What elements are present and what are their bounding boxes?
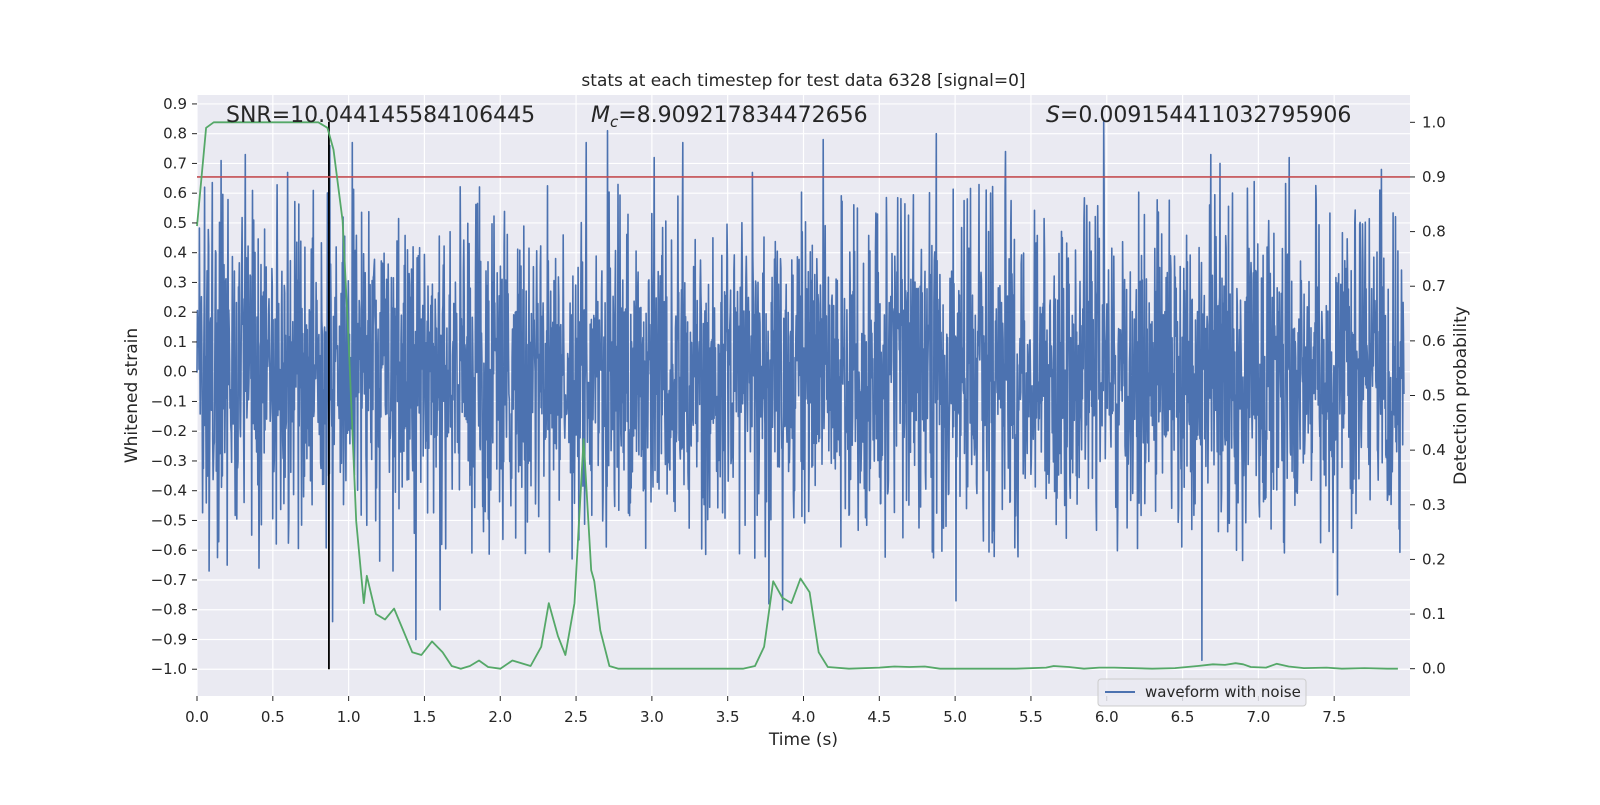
y-tick-label-left: 0.5	[163, 214, 187, 232]
y-tick-label-right: 0.9	[1422, 168, 1446, 186]
y-tick-label-left: 0.3	[163, 273, 187, 291]
x-tick-label: 6.5	[1171, 708, 1195, 726]
y-tick-label-left: −0.9	[151, 630, 187, 648]
y-tick-label-left: −0.2	[151, 422, 187, 440]
y-tick-label-right: 0.1	[1422, 605, 1446, 623]
chirp-mass-value: =8.909217834472656	[618, 103, 867, 128]
x-tick-label: 4.5	[867, 708, 891, 726]
y-tick-label-left: −0.7	[151, 571, 187, 589]
detection-probability-line	[196, 121, 1398, 670]
y-axis-label-left: Whitened strain	[122, 328, 142, 463]
y-tick-label-left: −0.8	[151, 601, 187, 619]
y-tick-label-right: 0.6	[1422, 332, 1446, 350]
y-tick-label-right: 0.0	[1422, 660, 1446, 678]
s-statistic-value: =0.009154411032795906	[1060, 103, 1351, 128]
x-tick-label: 0.0	[185, 708, 209, 726]
y-tick-label-left: 0.2	[163, 303, 187, 321]
y-tick-label-right: 0.4	[1422, 441, 1446, 459]
y-tick-label-left: 0.0	[163, 363, 187, 381]
overlay-series	[196, 121, 1410, 670]
chirp-mass-annotation: Mc=8.909217834472656	[591, 103, 868, 131]
waveform-line	[196, 121, 1405, 662]
y-tick-label-right: 0.5	[1422, 387, 1446, 405]
chirp-mass-subscript: c	[610, 113, 619, 131]
x-tick-label: 3.0	[640, 708, 664, 726]
chirp-mass-symbol: M	[591, 103, 610, 128]
s-statistic-annotation: S=0.009154411032795906	[1046, 103, 1351, 128]
y-tick-label-left: 0.9	[163, 95, 187, 113]
y-tick-label-right: 0.7	[1422, 277, 1446, 295]
legend: waveform with noise	[1097, 678, 1307, 707]
y-tick-label-right: 1.0	[1422, 113, 1446, 131]
y-tick-label-right: 0.8	[1422, 223, 1446, 241]
x-tick-label: 7.5	[1322, 708, 1346, 726]
x-tick-label: 4.0	[792, 708, 816, 726]
y-axis-label-right: Detection probability	[1451, 306, 1471, 485]
y-tick-label-left: 0.7	[163, 154, 187, 172]
x-tick-label: 1.0	[337, 708, 361, 726]
y-tick-label-left: −0.1	[151, 392, 187, 410]
y-tick-label-left: 0.8	[163, 125, 187, 143]
y-tick-label-right: 0.2	[1422, 550, 1446, 568]
x-tick-label: 2.0	[488, 708, 512, 726]
snr-annotation: SNR=10.044145584106445	[226, 103, 535, 128]
y-tick-label-left: 0.1	[163, 333, 187, 351]
y-tick-label-left: −0.6	[151, 541, 187, 559]
y-tick-label-left: −1.0	[151, 660, 187, 678]
x-axis-label: Time (s)	[768, 730, 838, 750]
y-tick-label-left: −0.5	[151, 511, 187, 529]
legend-label: waveform with noise	[1145, 683, 1301, 701]
s-statistic-symbol: S	[1046, 103, 1060, 128]
x-tick-label: 5.0	[943, 708, 967, 726]
y-tick-label-right: 0.3	[1422, 496, 1446, 514]
axes: 0.0 0.5 1.0 1.5 2.0 2.5 3.0 3.5 4.0 4.5 5.0 5.5 6.0 6…	[151, 95, 1446, 726]
legend-box	[1097, 678, 1307, 707]
y-tick-label-left: −0.3	[151, 452, 187, 470]
y-tick-label-left: −0.4	[151, 482, 187, 500]
y-tick-label-left: 0.6	[163, 184, 187, 202]
x-tick-label: 7.0	[1246, 708, 1270, 726]
y-tick-label-left: 0.4	[163, 244, 187, 262]
x-tick-label: 5.5	[1019, 708, 1043, 726]
x-tick-label: 3.5	[716, 708, 740, 726]
x-tick-label: 0.5	[261, 708, 285, 726]
waveform-series	[196, 121, 1405, 662]
x-tick-label: 6.0	[1095, 708, 1119, 726]
chart-title: stats at each timestep for test data 632…	[581, 71, 1025, 91]
x-tick-label: 2.5	[564, 708, 588, 726]
x-tick-label: 1.5	[413, 708, 437, 726]
